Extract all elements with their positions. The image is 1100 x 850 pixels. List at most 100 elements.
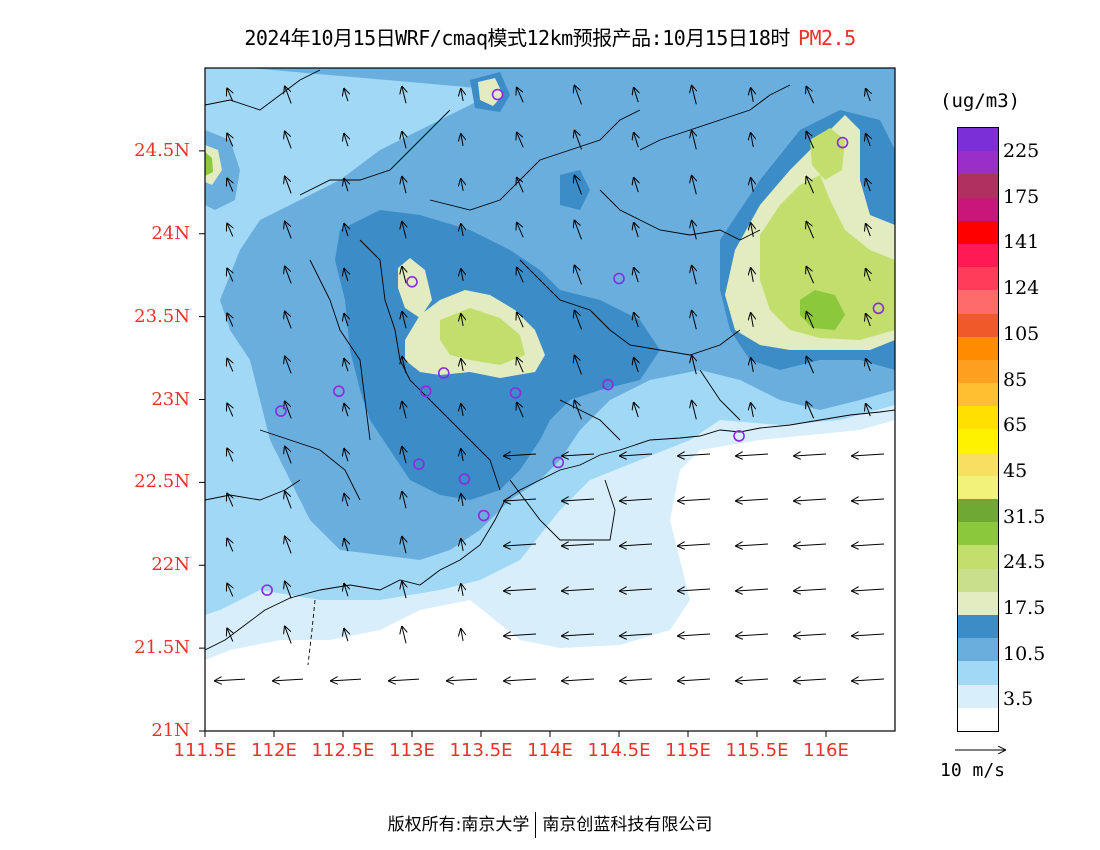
colorbar-label: 10.5 [1003, 642, 1046, 665]
wind-arrow [285, 492, 292, 509]
colorbar-swatch [958, 545, 998, 569]
colorbar-swatch [958, 522, 998, 546]
colorbar-label: 124 [1003, 277, 1040, 300]
wind-arrow [285, 132, 292, 149]
station-marker [491, 88, 504, 101]
wind-arrow [562, 634, 595, 636]
colorbar-swatch [958, 336, 998, 360]
wind-arrow [620, 499, 653, 501]
wind-arrow [285, 267, 292, 284]
wind-arrow [402, 537, 406, 554]
wind-arrow [402, 357, 406, 374]
footer-right: 南京创蓝科技有限公司 [542, 815, 713, 835]
station-marker [552, 456, 565, 469]
wind-arrow [634, 133, 638, 148]
wind-arrow [227, 584, 233, 597]
wind-arrow [794, 454, 827, 456]
wind-arrow [344, 494, 348, 507]
colorbar-swatch [958, 638, 998, 662]
wind-arrow [574, 311, 582, 330]
wind-arrow [285, 312, 292, 329]
wind-arrow [461, 359, 463, 371]
wind-arrow [227, 269, 233, 282]
wind-arrow [806, 357, 815, 374]
wind-arrow [517, 223, 524, 238]
wind-arrow [794, 679, 827, 681]
colorbar-swatch [958, 406, 998, 430]
wind-arrow [461, 179, 463, 191]
lon-tick-label: 113E [389, 740, 435, 761]
lon-tick-label: 112E [251, 740, 297, 761]
title-main: 2024年10月15日WRF/cmaq模式12km预报产品:10月15日18时 [244, 26, 790, 50]
wind-arrow [285, 627, 292, 644]
wind-arrow [215, 679, 246, 681]
colorbar-swatch [958, 499, 998, 523]
wind-arrow [227, 539, 233, 552]
wind-arrow [517, 178, 524, 193]
wind-arrow [461, 224, 463, 236]
station-marker [275, 405, 287, 417]
wind-arrow [574, 221, 582, 240]
lat-tick-label: 24N [151, 222, 190, 244]
wind-arrow [751, 268, 754, 282]
wind-arrow [461, 89, 463, 101]
wind-arrow [227, 494, 233, 507]
wind-arrow [692, 221, 697, 240]
wind-arrow [517, 358, 524, 373]
level-31-5-area-west [205, 152, 213, 176]
station-marker [333, 385, 345, 398]
wind-arrow [678, 544, 711, 546]
wind-arrow [678, 454, 711, 456]
wind-arrow [504, 544, 537, 546]
wind-arrow [562, 499, 595, 501]
lon-tick-label: 114.5E [587, 740, 651, 761]
wind-arrow [852, 544, 885, 546]
wind-arrow [331, 679, 362, 681]
wind-arrow [678, 679, 711, 681]
wind-arrow [227, 449, 233, 462]
station-marker [509, 387, 522, 399]
footer-left: 版权所有:南京大学 [387, 815, 530, 835]
wind-arrow [285, 582, 292, 599]
wind-arrow [574, 266, 582, 285]
monitoring-stations [261, 88, 885, 596]
colorbar-label: 24.5 [1003, 551, 1046, 574]
wind-arrow [620, 634, 653, 636]
station-marker [419, 385, 432, 398]
wind-arrow [866, 179, 871, 192]
wind-arrow [461, 449, 463, 461]
wind-arrow [461, 539, 463, 551]
wind-arrow [461, 584, 463, 596]
concentration-field [205, 68, 895, 731]
wind-arrow [285, 222, 292, 239]
wind-arrow [344, 269, 348, 282]
wind-arrow [402, 87, 406, 104]
station-marker [733, 430, 745, 442]
wind-arrow [574, 131, 582, 150]
wind-arrow [285, 537, 292, 554]
lat-tick-label: 23N [151, 388, 190, 410]
wind-arrow [504, 589, 537, 591]
wind-arrow [447, 679, 478, 681]
wind-arrow [273, 679, 304, 681]
wind-arrow [866, 224, 871, 237]
colorbar-swatch [958, 267, 998, 291]
wind-arrow [866, 134, 871, 147]
colorbar-label: 17.5 [1003, 597, 1046, 619]
wind-arrow [736, 454, 769, 456]
wind-arrow [736, 679, 769, 681]
colorbar-label: 31.5 [1003, 505, 1046, 528]
wind-arrow [634, 403, 638, 418]
wind-arrow [852, 634, 885, 636]
colorbar-swatch [958, 591, 998, 615]
wind-arrow [736, 499, 769, 501]
wind-arrow [562, 454, 595, 456]
colorbar-swatch [958, 475, 998, 499]
wind-arrow [402, 132, 406, 149]
colorbar-label: 3.5 [1003, 688, 1034, 711]
wind-arrow [227, 629, 233, 642]
colorbar-swatch [958, 197, 998, 221]
wind-arrow [402, 447, 406, 464]
colorbar-swatch [958, 313, 998, 337]
